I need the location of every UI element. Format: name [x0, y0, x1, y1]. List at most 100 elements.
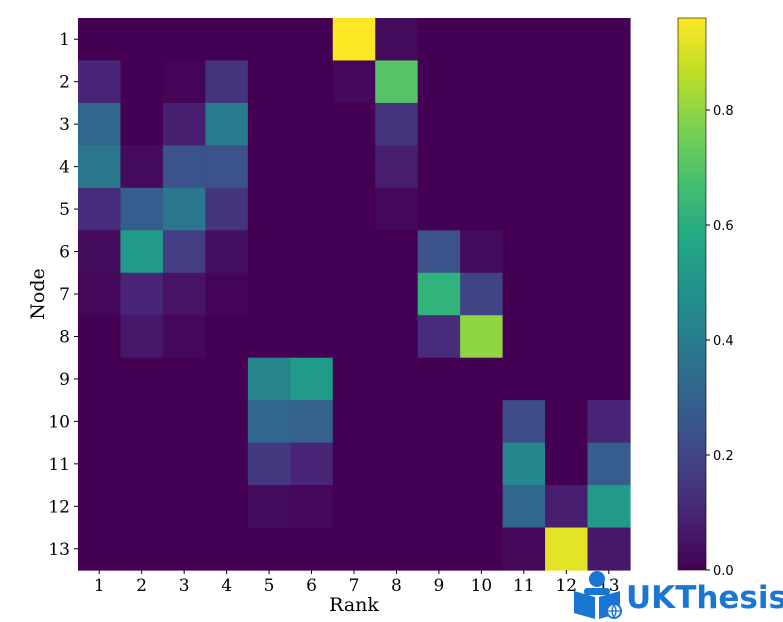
heatmap-cell-node8-rank10	[460, 315, 504, 359]
heatmap-cell-node6-rank9	[417, 230, 461, 274]
heatmap-cell-node3-rank12	[545, 102, 589, 146]
x-tick-label: 12	[555, 576, 577, 596]
heatmap-cell-node2-rank10	[460, 60, 504, 104]
heatmap-cell-node6-rank8	[375, 230, 419, 274]
heatmap-cell-node3-rank10	[460, 102, 504, 146]
heatmap-cell-node7-rank13	[587, 272, 631, 316]
heatmap-cell-node8-rank1	[78, 315, 122, 359]
heatmap-cell-node1-rank2	[120, 18, 164, 62]
heatmap-cell-node3-rank11	[502, 102, 546, 146]
heatmap-cell-node2-rank9	[417, 60, 461, 104]
heatmap-cell-node7-rank9	[417, 272, 461, 316]
heatmap-cell-node4-rank10	[460, 145, 504, 189]
heatmap-cell-node7-rank10	[460, 272, 504, 316]
heatmap-cell-node13-rank5	[247, 527, 291, 571]
x-tick-label: 4	[221, 576, 232, 596]
colorbar-tick-label: 0.8	[713, 104, 734, 119]
heatmap-cell-node3-rank7	[332, 102, 376, 146]
heatmap-cell-node1-rank5	[247, 18, 291, 62]
heatmap-cell-node9-rank8	[375, 357, 419, 401]
heatmap-cell-node5-rank5	[247, 187, 291, 231]
heatmap-cell-node3-rank13	[587, 102, 631, 146]
heatmap-cell-node4-rank1	[78, 145, 122, 189]
heatmap-cell-node8-rank6	[290, 315, 334, 359]
heatmap-cell-node9-rank1	[78, 357, 122, 401]
heatmap-cell-node8-rank11	[502, 315, 546, 359]
heatmap-cell-node5-rank9	[417, 187, 461, 231]
heatmap-cell-node9-rank12	[545, 357, 589, 401]
heatmap-cell-node12-rank4	[205, 485, 249, 529]
heatmap-cell-node5-rank11	[502, 187, 546, 231]
heatmap-cell-node1-rank3	[162, 18, 206, 62]
y-tick-label: 5	[59, 200, 70, 220]
heatmap-cell-node12-rank12	[545, 485, 589, 529]
heatmap-cell-node10-rank4	[205, 400, 249, 444]
heatmap-cell-node10-rank11	[502, 400, 546, 444]
x-tick-label: 5	[264, 576, 275, 596]
heatmap-cell-node11-rank3	[162, 442, 206, 486]
heatmap-cell-node5-rank10	[460, 187, 504, 231]
heatmap-cell-node3-rank5	[247, 102, 291, 146]
heatmap-cell-node1-rank12	[545, 18, 589, 62]
heatmap-cell-node4-rank12	[545, 145, 589, 189]
heatmap-cell-node1-rank4	[205, 18, 249, 62]
heatmap-cell-node7-rank7	[332, 272, 376, 316]
heatmap-cell-node2-rank7	[332, 60, 376, 104]
heatmap-cell-node2-rank11	[502, 60, 546, 104]
heatmap-cell-node10-rank6	[290, 400, 334, 444]
heatmap-cell-node8-rank12	[545, 315, 589, 359]
heatmap-cell-node10-rank13	[587, 400, 631, 444]
heatmap-cell-node10-rank7	[332, 400, 376, 444]
heatmap-cell-node2-rank2	[120, 60, 164, 104]
heatmap-cell-node2-rank12	[545, 60, 589, 104]
heatmap-cell-node7-rank2	[120, 272, 164, 316]
heatmap-cell-node10-rank5	[247, 400, 291, 444]
heatmap-cell-node9-rank11	[502, 357, 546, 401]
heatmap-cell-node7-rank6	[290, 272, 334, 316]
heatmap-cell-node2-rank5	[247, 60, 291, 104]
heatmap-cell-node4-rank6	[290, 145, 334, 189]
heatmap-cell-node8-rank3	[162, 315, 206, 359]
heatmap-cell-node5-rank1	[78, 187, 122, 231]
heatmap-cell-node1-rank8	[375, 18, 419, 62]
heatmap-cell-node6-rank7	[332, 230, 376, 274]
heatmap-cell-node13-rank1	[78, 527, 122, 571]
heatmap-cell-node10-rank8	[375, 400, 419, 444]
heatmap-cell-node6-rank2	[120, 230, 164, 274]
heatmap-cell-node4-rank2	[120, 145, 164, 189]
heatmap-cell-node2-rank13	[587, 60, 631, 104]
heatmap-cell-node11-rank12	[545, 442, 589, 486]
x-tick-label: 2	[136, 576, 147, 596]
heatmap-cell-node5-rank6	[290, 187, 334, 231]
heatmap-cell-node8-rank4	[205, 315, 249, 359]
heatmap-cell-node11-rank7	[332, 442, 376, 486]
heatmap-cell-node2-rank4	[205, 60, 249, 104]
heatmap-cell-node13-rank12	[545, 527, 589, 571]
colorbar-tick-label: 0.6	[713, 219, 734, 234]
heatmap-cell-node6-rank5	[247, 230, 291, 274]
y-tick-label: 1	[59, 30, 70, 50]
heatmap-cell-node8-rank13	[587, 315, 631, 359]
reading-person-globe-icon	[574, 571, 622, 619]
x-tick-label: 10	[471, 576, 493, 596]
heatmap-cells	[78, 18, 631, 571]
heatmap-cell-node11-rank13	[587, 442, 631, 486]
heatmap-cell-node8-rank7	[332, 315, 376, 359]
heatmap-cell-node9-rank10	[460, 357, 504, 401]
heatmap-cell-node12-rank9	[417, 485, 461, 529]
x-tick-label: 3	[179, 576, 190, 596]
y-tick-label: 10	[48, 412, 70, 432]
heatmap-cell-node11-rank5	[247, 442, 291, 486]
heatmap-cell-node12-rank3	[162, 485, 206, 529]
heatmap-cell-node12-rank7	[332, 485, 376, 529]
heatmap-cell-node12-rank1	[78, 485, 122, 529]
heatmap-cell-node4-rank4	[205, 145, 249, 189]
x-tick-label: 6	[306, 576, 317, 596]
heatmap-cell-node3-rank1	[78, 102, 122, 146]
heatmap-cell-node9-rank2	[120, 357, 164, 401]
heatmap-cell-node7-rank1	[78, 272, 122, 316]
heatmap-cell-node9-rank3	[162, 357, 206, 401]
heatmap-cell-node6-rank3	[162, 230, 206, 274]
heatmap-cell-node3-rank3	[162, 102, 206, 146]
